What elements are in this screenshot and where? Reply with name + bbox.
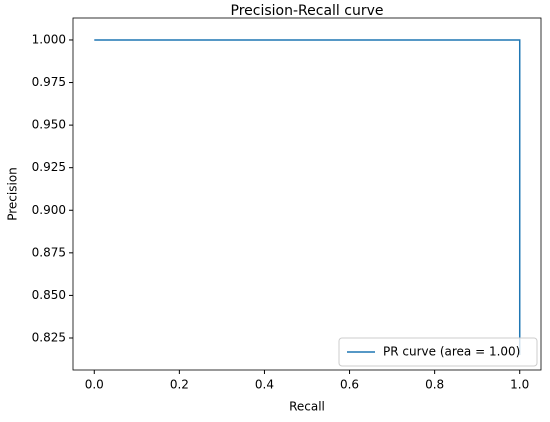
x-tick-label: 0.2: [170, 378, 189, 392]
y-tick-label: 1.000: [32, 32, 66, 46]
x-tick-label: 0.0: [85, 378, 104, 392]
plot-frame: [72, 17, 542, 371]
y-tick-label: 0.875: [32, 245, 66, 259]
y-tick-label: 0.900: [32, 203, 66, 217]
y-tick-label: 0.925: [32, 160, 66, 174]
legend-box: [338, 337, 538, 367]
legend-label: PR curve (area = 1.00): [383, 345, 520, 359]
x-tick-label: 1.0: [510, 378, 529, 392]
y-tick-label: 0.825: [32, 330, 66, 344]
x-tick-label: 0.4: [255, 378, 274, 392]
x-tick-label: 0.6: [340, 378, 359, 392]
chart-title: Precision-Recall curve: [231, 3, 384, 19]
y-tick-label: 0.975: [32, 75, 66, 89]
y-tick-label: 0.950: [32, 118, 66, 132]
line: [94, 39, 521, 356]
y-tick-label: 0.850: [32, 288, 66, 302]
y-axis-label: Precision: [6, 167, 20, 221]
x-axis-label: Recall: [289, 400, 325, 414]
x-tick-label: 0.8: [425, 378, 444, 392]
